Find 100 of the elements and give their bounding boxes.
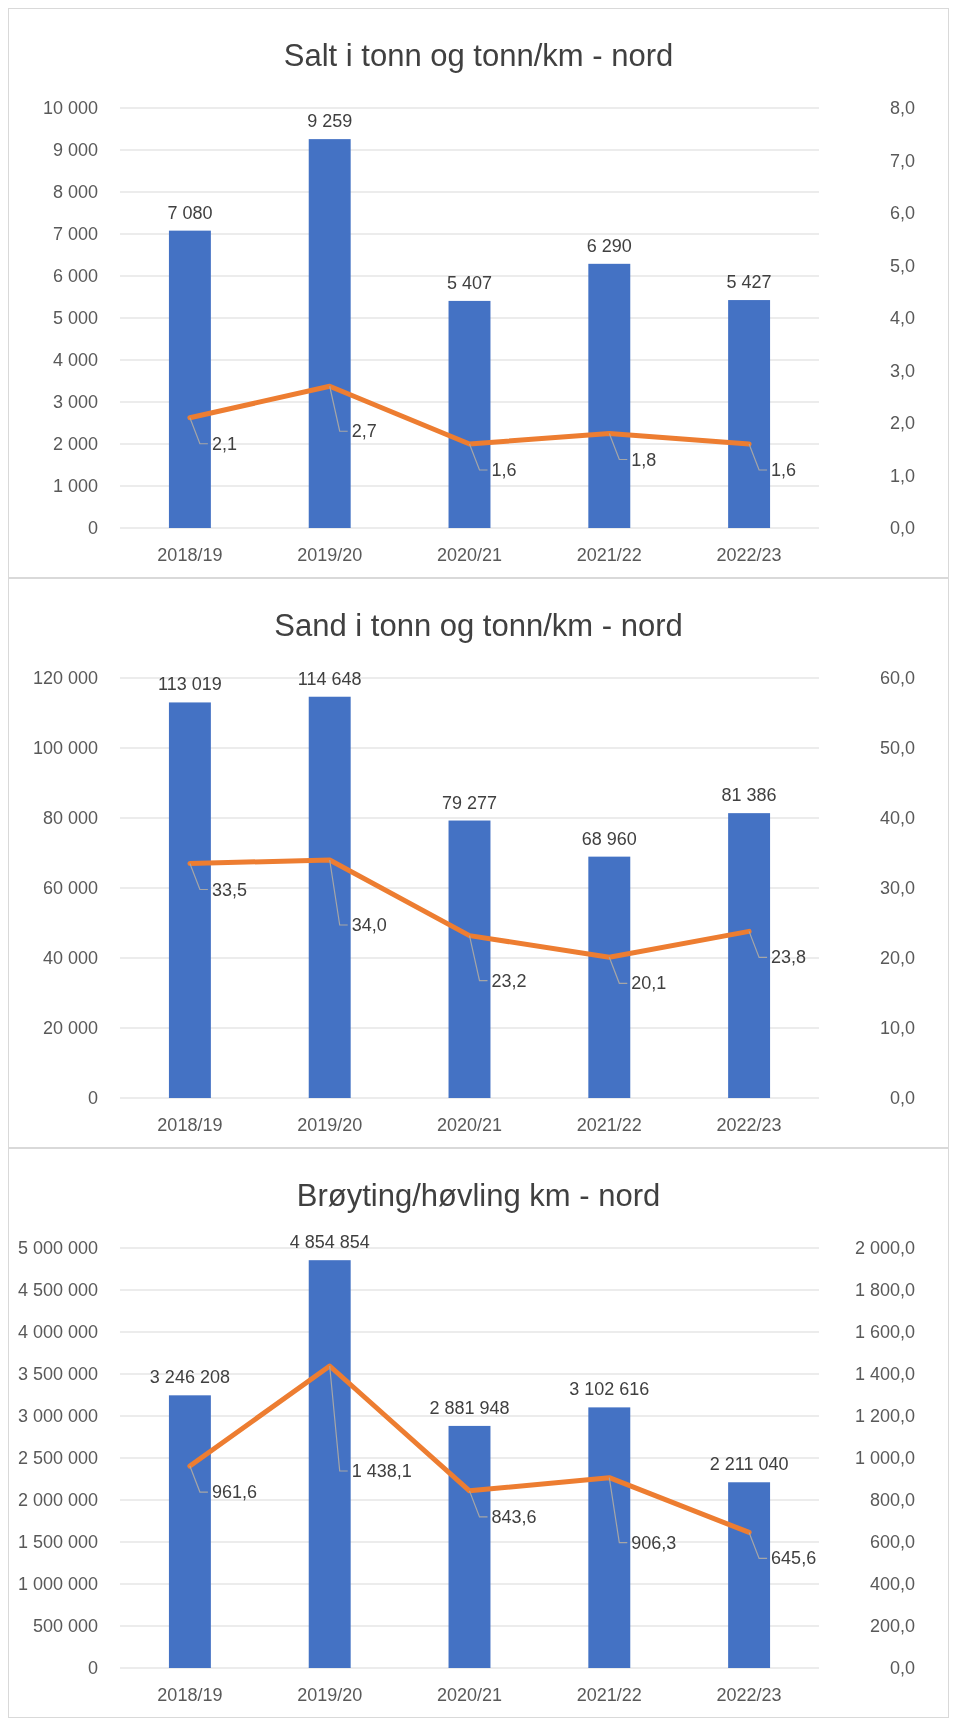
y2-tick-label: 1 600,0: [854, 1322, 915, 1342]
y2-tick-label: 1 000,0: [854, 1448, 915, 1468]
data-label: 9 259: [307, 111, 353, 132]
y-tick-label: 3 500 000: [17, 1364, 98, 1384]
data-label: 114 648: [297, 668, 362, 689]
data-label: 113 019: [158, 674, 222, 695]
bar: [308, 1260, 351, 1668]
x-tick-label: 2018/19: [157, 1685, 223, 1705]
y-tick-label: 4 000 000: [17, 1322, 98, 1342]
y2-tick-label: 3,0: [889, 360, 915, 381]
y-tick-label: 120 000: [32, 668, 98, 688]
data-label: 1 438,1: [351, 1461, 412, 1481]
y2-tick-label: 1,0: [889, 465, 915, 486]
y2-tick-label: 40,0: [879, 808, 915, 828]
y2-tick-label: 800,0: [869, 1490, 915, 1510]
chart-title: Brøyting/høvling km - nord: [296, 1178, 661, 1213]
data-label: 23,2: [491, 970, 527, 991]
y-tick-label: 5 000 000: [17, 1238, 98, 1258]
data-label: 5 427: [726, 272, 772, 293]
x-tick-label: 2022/23: [716, 545, 782, 565]
bar: [588, 856, 631, 1098]
y-tick-label: 4 000: [52, 350, 98, 370]
y2-tick-label: 10,0: [879, 1018, 915, 1038]
data-label: 79 277: [441, 792, 498, 813]
y2-tick-label: 2,0: [889, 413, 915, 433]
y2-tick-label: 0,0: [889, 1658, 915, 1678]
y-tick-label: 20 000: [42, 1018, 98, 1038]
y2-tick-label: 5,0: [889, 255, 915, 276]
x-tick-label: 2021/22: [576, 545, 642, 565]
chart-title: Salt i tonn og tonn/km - nord: [283, 38, 674, 73]
y-tick-label: 7 000: [52, 224, 98, 244]
bar: [448, 820, 491, 1098]
y2-tick-label: 1 800,0: [854, 1280, 915, 1300]
y-tick-label: 0: [87, 1088, 98, 1108]
x-tick-label: 2021/22: [576, 1685, 642, 1705]
data-label: 3 102 616: [569, 1379, 650, 1400]
data-label: 4 854 854: [289, 1232, 370, 1253]
y2-tick-label: 30,0: [879, 878, 915, 898]
y-tick-label: 2 000 000: [17, 1490, 98, 1510]
bar: [308, 139, 351, 528]
chart-title: Sand i tonn og tonn/km - nord: [274, 608, 683, 643]
y-tick-label: 60 000: [42, 878, 98, 898]
y-tick-label: 10 000: [42, 98, 98, 118]
x-tick-label: 2019/20: [297, 1115, 363, 1135]
data-label: 68 960: [581, 828, 637, 849]
data-label: 1,6: [491, 460, 517, 480]
data-label: 34,0: [351, 915, 387, 935]
y2-tick-label: 200,0: [869, 1616, 915, 1636]
data-label: 5 407: [446, 272, 493, 293]
bar: [728, 813, 771, 1098]
data-label: 20,1: [631, 973, 667, 994]
y2-tick-label: 8,0: [889, 98, 915, 118]
y2-tick-label: 0,0: [889, 518, 915, 538]
data-label: 2 211 040: [709, 1454, 789, 1475]
y-tick-label: 9 000: [52, 140, 98, 160]
y-tick-label: 0: [87, 1658, 98, 1678]
y-tick-label: 1 000 000: [17, 1574, 98, 1594]
y-tick-label: 6 000: [52, 266, 98, 286]
data-label: 843,6: [491, 1506, 537, 1527]
x-tick-label: 2021/22: [576, 1115, 642, 1135]
y2-tick-label: 400,0: [869, 1574, 915, 1594]
data-label: 3 246 208: [149, 1367, 230, 1388]
y2-tick-label: 4,0: [889, 308, 915, 328]
data-label: 33,5: [211, 879, 247, 900]
data-label: 6 290: [586, 235, 632, 256]
x-tick-label: 2022/23: [716, 1115, 782, 1135]
data-label: 1,6: [771, 460, 797, 480]
y2-tick-label: 60,0: [879, 668, 915, 688]
bar: [448, 300, 491, 528]
y-tick-label: 2 000: [52, 434, 98, 454]
x-tick-label: 2018/19: [157, 545, 223, 565]
y2-tick-label: 6,0: [889, 203, 915, 223]
bar: [588, 1407, 631, 1668]
bar: [728, 1482, 771, 1668]
data-label: 81 386: [721, 785, 777, 806]
data-label: 1,8: [631, 449, 657, 470]
y2-tick-label: 7,0: [889, 150, 915, 171]
y-tick-label: 1 500 000: [17, 1532, 98, 1552]
x-tick-label: 2019/20: [297, 545, 363, 565]
bar: [448, 1425, 491, 1668]
x-tick-label: 2022/23: [716, 1685, 782, 1705]
y-tick-label: 8 000: [52, 182, 98, 202]
data-label: 2,1: [211, 433, 237, 454]
data-label: 2 881 948: [429, 1397, 510, 1418]
y2-tick-label: 1 400,0: [854, 1364, 915, 1384]
bar: [168, 1395, 211, 1668]
y2-tick-label: 600,0: [869, 1532, 915, 1552]
data-label: 23,8: [771, 947, 807, 968]
y-tick-label: 500 000: [32, 1616, 98, 1636]
x-tick-label: 2020/21: [436, 1115, 503, 1135]
data-label: 961,6: [211, 1482, 257, 1503]
y-tick-label: 3 000: [52, 392, 98, 412]
bar: [308, 696, 351, 1098]
y2-tick-label: 2 000,0: [854, 1238, 915, 1258]
y-tick-label: 3 000 000: [17, 1406, 98, 1426]
y-tick-label: 80 000: [42, 808, 98, 828]
y-tick-label: 0: [87, 518, 98, 538]
data-label: 645,6: [771, 1548, 817, 1569]
y-tick-label: 40 000: [42, 948, 98, 968]
data-label: 906,3: [631, 1532, 677, 1553]
